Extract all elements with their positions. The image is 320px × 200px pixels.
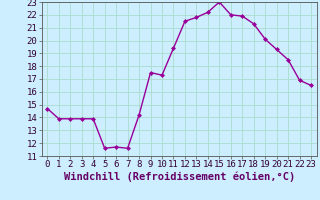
X-axis label: Windchill (Refroidissement éolien,°C): Windchill (Refroidissement éolien,°C) bbox=[64, 172, 295, 182]
